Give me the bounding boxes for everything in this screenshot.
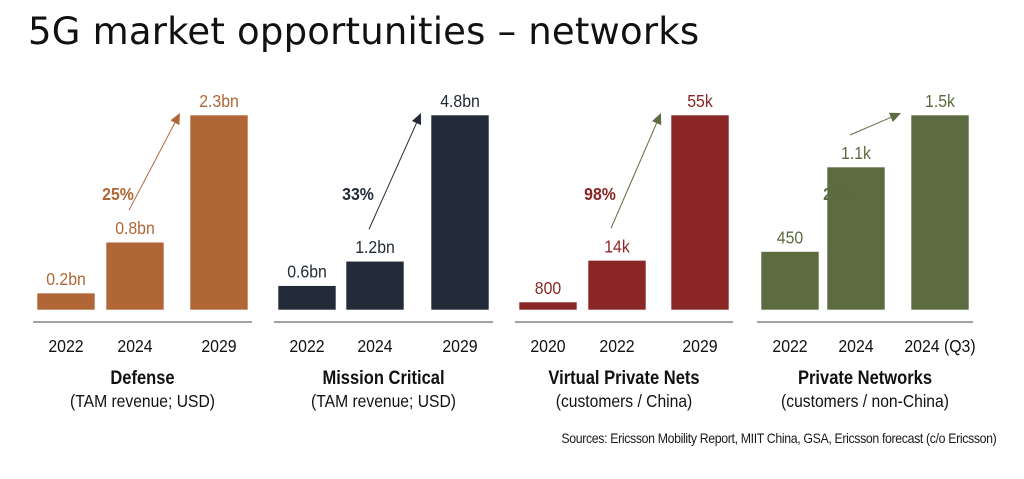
- bar: [277, 285, 337, 311]
- bar: [36, 292, 96, 311]
- growth-arrow-line: [128, 122, 176, 211]
- category-tick-label: 2022: [48, 336, 83, 356]
- bar: [105, 241, 165, 311]
- growth-rate-label: 20%: [823, 184, 855, 204]
- category-tick-label: 2024 (Q3): [904, 336, 975, 356]
- bar-value-label: 1.2bn: [355, 237, 395, 257]
- bar-value-label: 800: [535, 278, 561, 298]
- bar: [587, 260, 647, 311]
- sources-note: Sources: Ericsson Mobility Report, MIIT …: [560, 430, 996, 446]
- bar: [430, 114, 490, 311]
- growth-rate-label: 33%: [342, 184, 374, 204]
- category-tick-label: 2024: [357, 336, 392, 356]
- bar: [189, 114, 249, 311]
- bar-value-label: 0.6bn: [287, 262, 327, 282]
- panel-title: Defense: [110, 367, 174, 388]
- bar: [826, 166, 886, 311]
- category-tick-label: 2024: [838, 336, 873, 356]
- bar-value-label: 450: [777, 228, 803, 248]
- bar-value-label: 14k: [604, 236, 630, 256]
- panel-subtitle: (TAM revenue; USD): [70, 391, 215, 411]
- page-title: 5G market opportunities – networks: [28, 10, 700, 53]
- bar: [345, 260, 405, 311]
- bar-value-label: 0.8bn: [115, 218, 155, 238]
- growth-arrow-line: [849, 116, 892, 136]
- growth-arrow-head-icon: [652, 113, 662, 126]
- category-tick-label: 2029: [682, 336, 717, 356]
- category-tick-label: 2022: [599, 336, 634, 356]
- category-tick-label: 2020: [530, 336, 565, 356]
- category-tick-label: 2022: [289, 336, 324, 356]
- bar: [910, 114, 970, 311]
- bar-value-label: 55k: [687, 91, 713, 111]
- bar: [670, 114, 730, 311]
- bar-value-label: 0.2bn: [46, 269, 86, 289]
- panel-title: Virtual Private Nets: [548, 367, 699, 388]
- panel-subtitle: (customers / non-China): [781, 391, 949, 411]
- category-tick-label: 2029: [442, 336, 477, 356]
- bar-value-label: 1.1k: [841, 143, 871, 163]
- growth-arrow-head-icon: [888, 112, 901, 122]
- bar: [518, 301, 578, 311]
- growth-arrow-line: [610, 122, 658, 229]
- category-tick-label: 2024: [117, 336, 152, 356]
- panel-subtitle: (TAM revenue; USD): [311, 391, 456, 411]
- growth-arrow-head-icon: [411, 113, 422, 126]
- growth-rate-label: 25%: [102, 184, 134, 204]
- category-tick-label: 2022: [772, 336, 807, 356]
- bar: [760, 251, 820, 311]
- bar-value-label: 1.5k: [925, 91, 955, 111]
- panel-subtitle: (customers / China): [556, 391, 693, 411]
- bar-value-label: 4.8bn: [440, 91, 480, 111]
- bar-value-label: 2.3bn: [199, 91, 239, 111]
- growth-rate-label: 98%: [584, 184, 616, 204]
- growth-arrow-line: [368, 122, 417, 230]
- growth-arrow-head-icon: [170, 113, 180, 126]
- panel-title: Private Networks: [798, 367, 932, 388]
- panel-title: Mission Critical: [322, 367, 444, 388]
- category-tick-label: 2029: [201, 336, 236, 356]
